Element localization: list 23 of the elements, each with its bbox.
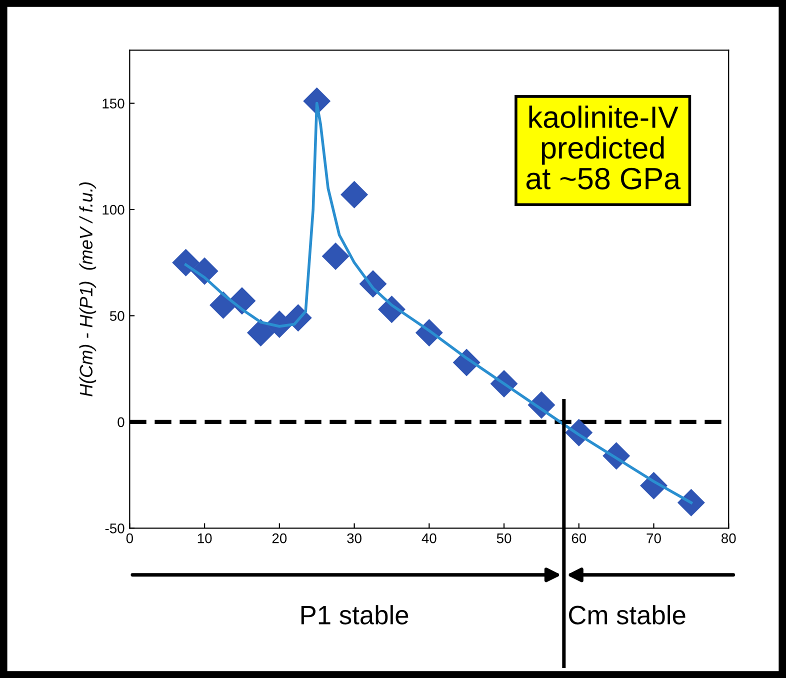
x-tick-label: 50 [496, 533, 512, 544]
x-tick-label: 60 [572, 533, 586, 544]
point [322, 242, 350, 270]
point [340, 181, 368, 208]
point [247, 319, 274, 346]
point [172, 249, 200, 276]
x-tick-label: 20 [272, 533, 287, 544]
y-tick-label: 150 [102, 98, 124, 108]
annotation: kaolinite-IV predicted at ~58 GPa [526, 106, 681, 190]
y-tick-label: -50 [105, 523, 124, 534]
point [678, 489, 705, 516]
y-tick-label: 50 [110, 311, 124, 321]
text: Cm stable [569, 605, 686, 624]
y-tick-label: 100 [102, 204, 124, 215]
y-tick-label: 0 [118, 417, 124, 428]
x-tick-label: 40 [422, 533, 436, 544]
x-tick-label: 30 [347, 533, 362, 544]
x-tick-label: 10 [198, 533, 212, 544]
x-tick-label: 0 [126, 533, 134, 544]
x-tick-label: 80 [722, 533, 736, 544]
x-tick-label: 70 [646, 533, 661, 544]
y-axis-title: H(Cm) - H(P1) (meV / f.u.) [79, 182, 96, 396]
text: P1 stable [301, 605, 408, 624]
